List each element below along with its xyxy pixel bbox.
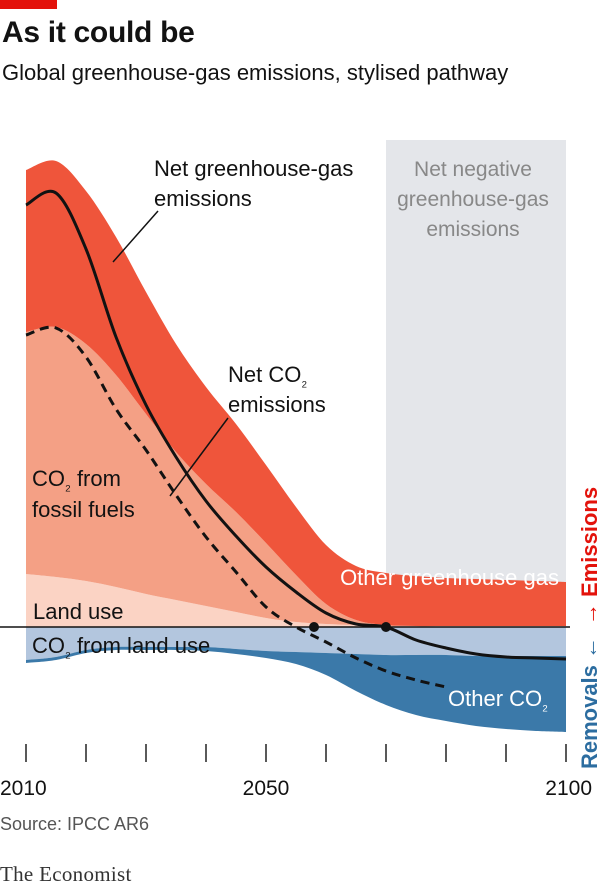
line-layer	[25, 189, 567, 689]
zone-label-line-3: emissions	[426, 218, 519, 241]
other-co2-subscript: ₂	[542, 697, 548, 714]
other-co2-label: Other CO₂	[448, 686, 548, 714]
chart-subtitle: Global greenhouse-gas emissions, stylise…	[2, 60, 509, 85]
net-negative-zone	[386, 140, 566, 627]
net-zero-co2-marker	[309, 622, 319, 632]
net-co2-label-text: Net CO	[228, 362, 301, 387]
net-ghg-label-line-2: emissions	[154, 186, 252, 211]
net-co2-label-line-1: Net CO₂	[228, 362, 307, 390]
fossil-label-subscript: ₂	[65, 477, 71, 494]
publisher-logo: The Economist	[0, 862, 132, 886]
land-use-removals-label: CO₂ from land use	[32, 633, 210, 661]
x-tick-label-2010: 2010	[0, 777, 47, 800]
fossil-label-line-1: CO₂ from	[32, 466, 121, 494]
marker-layer	[309, 622, 391, 632]
zone-label-line-1: Net negative	[414, 158, 532, 181]
area-land-use	[26, 574, 566, 627]
area-co-from-land-use	[26, 627, 566, 660]
x-tick-label-2100: 2100	[545, 777, 592, 800]
zone-label-line-2: greenhouse-gas	[397, 188, 549, 211]
other-co2-text: Other CO	[448, 686, 542, 711]
other-ghg-label: Other greenhouse gas	[340, 565, 559, 590]
land-use-removals-co: CO	[32, 633, 65, 658]
area-co-from-fossil-fuels	[26, 326, 566, 627]
brand-accent-bar	[0, 0, 57, 9]
net-co2-leader	[169, 417, 229, 497]
net-co2-subscript: ₂	[301, 373, 307, 390]
area-other-co	[26, 646, 566, 732]
land-use-removals-subscript: ₂	[65, 644, 71, 661]
x-tick-label-2050: 2050	[243, 777, 290, 800]
net-zero-ghg-marker	[381, 622, 391, 632]
chart-title: As it could be	[2, 16, 195, 49]
net-ghg-leader	[112, 210, 159, 263]
net-ghg-label-line-1: Net greenhouse-gas	[154, 156, 353, 181]
net-co2-label-line-2: emissions	[228, 392, 326, 417]
land-use-label: Land use	[33, 599, 124, 624]
net-co2-line	[25, 325, 447, 689]
net-ghg-line	[25, 189, 567, 661]
x-axis: 2010 2050 2100	[0, 744, 592, 800]
emissions-axis-label: → Emissions	[577, 487, 602, 625]
fossil-label-line-2: fossil fuels	[32, 497, 135, 522]
removals-axis-label: Removals ←	[577, 637, 602, 769]
land-use-removals-rest: from land use	[71, 633, 210, 658]
fossil-label-from: from	[71, 466, 121, 491]
source-note: Source: IPCC AR6	[0, 814, 150, 834]
area-other-greenhouse-gas	[26, 160, 566, 627]
area-layer	[26, 160, 566, 732]
fossil-label-co: CO	[32, 466, 65, 491]
